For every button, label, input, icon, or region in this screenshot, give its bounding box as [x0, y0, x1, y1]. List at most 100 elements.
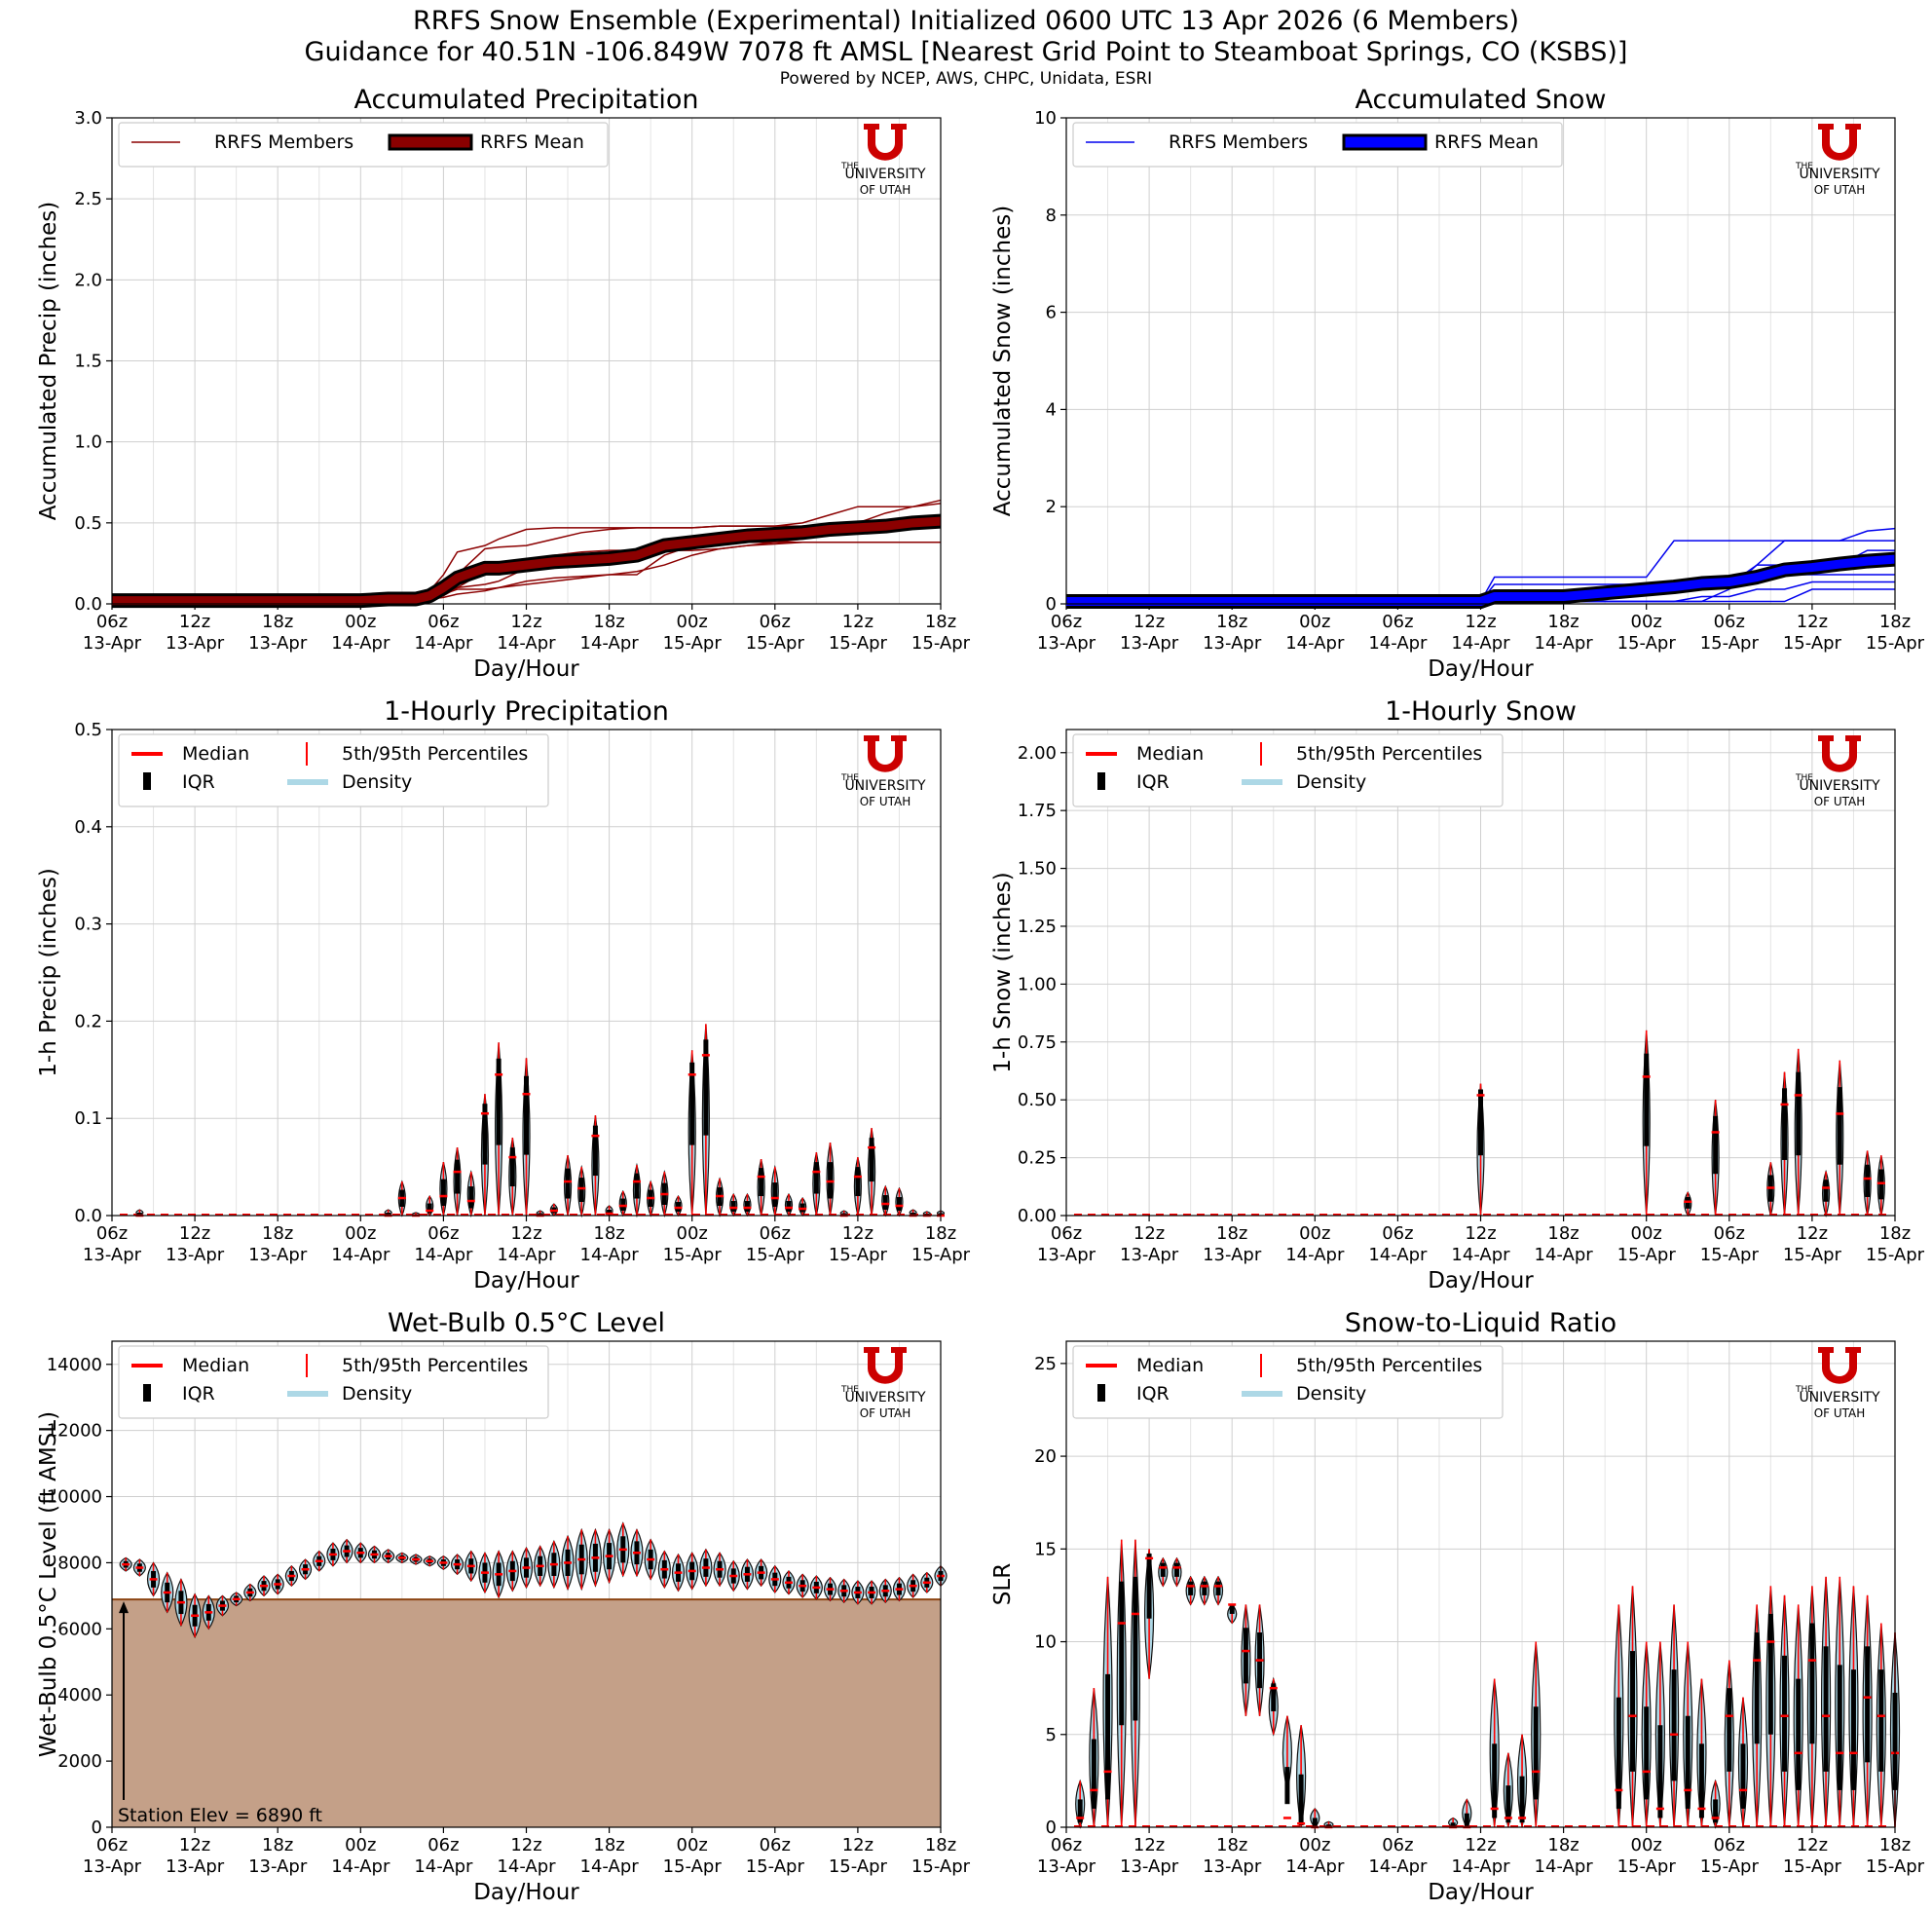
- violin-hour-33: [1516, 1734, 1528, 1828]
- logo-the: THE: [840, 1385, 859, 1395]
- y-tick-label: 0: [92, 1817, 102, 1838]
- x-tick-day: 15-Apr: [829, 1245, 888, 1265]
- violin-hour-55: [867, 1128, 876, 1217]
- x-tick-day: 13-Apr: [1037, 1856, 1096, 1877]
- violin-iqr: [509, 1147, 515, 1187]
- violin-hour-2: [135, 1209, 144, 1218]
- legend-density-label: Density: [342, 771, 412, 793]
- violin-hour-24: [439, 1161, 448, 1217]
- x-tick-hour: 18z: [1879, 1223, 1911, 1244]
- x-tick-hour: 18z: [925, 612, 956, 632]
- violin-hour-13: [1241, 1604, 1251, 1716]
- suptitle-line1: RRFS Snow Ensemble (Experimental) Initia…: [412, 6, 1520, 36]
- violin-iqr: [910, 1213, 916, 1216]
- suptitle-credits: Powered by NCEP, AWS, CHPC, Unidata, ESR…: [779, 69, 1153, 89]
- violin-hour-50: [1752, 1604, 1763, 1828]
- x-tick-day: 13-Apr: [1037, 1245, 1096, 1265]
- violin-hour-43: [1654, 1641, 1665, 1828]
- x-tick-hour: 18z: [262, 612, 293, 632]
- x-tick-day: 15-Apr: [746, 1856, 805, 1877]
- x-tick-day: 14-Apr: [497, 1245, 556, 1265]
- x-tick-day: 15-Apr: [911, 1245, 971, 1265]
- logo-the: THE: [840, 773, 859, 783]
- y-tick-label: 2: [1046, 497, 1057, 517]
- logo-of-utah: OF UTAH: [860, 795, 911, 808]
- violin-hour-3: [146, 1561, 161, 1597]
- x-tick-day: 13-Apr: [1203, 1245, 1262, 1265]
- violin-hour-27: [480, 1094, 490, 1217]
- x-tick-day: 15-Apr: [1783, 1856, 1842, 1877]
- legend-box: [1072, 122, 1563, 168]
- violin-hour-59: [1876, 1623, 1886, 1828]
- x-tick-day: 13-Apr: [166, 1856, 225, 1877]
- violin-hour-47: [1710, 1779, 1721, 1829]
- x-tick-day: 13-Apr: [248, 1856, 308, 1877]
- violin-iqr: [1505, 1785, 1511, 1823]
- chart-panel-2: 024681006z13-Apr12z13-Apr18z13-Apr00z14-…: [990, 85, 1925, 682]
- y-tick-label: 1.75: [1018, 801, 1057, 821]
- violin-hour-42: [1642, 1030, 1651, 1217]
- x-tick-hour: 00z: [1631, 1223, 1662, 1244]
- x-tick-hour: 00z: [345, 612, 376, 632]
- violin-hour-2: [1089, 1688, 1099, 1828]
- utah-u-icon: [1818, 124, 1861, 161]
- x-tick-hour: 00z: [1631, 1835, 1662, 1855]
- chart-title: 1-Hourly Snow: [1385, 696, 1577, 727]
- violin-hour-37: [616, 1521, 630, 1578]
- violin-hour-31: [1489, 1678, 1500, 1828]
- legend-density-label: Density: [342, 1383, 412, 1405]
- violin-iqr: [1298, 1774, 1304, 1826]
- x-tick-hour: 12z: [842, 1835, 873, 1855]
- x-tick-hour: 06z: [1051, 1835, 1082, 1855]
- violin-iqr: [1271, 1683, 1277, 1711]
- violin-hour-57: [892, 1576, 907, 1602]
- violin-hour-21: [395, 1552, 409, 1564]
- violin-hour-9: [1185, 1575, 1196, 1606]
- violin-iqr: [592, 1125, 598, 1177]
- x-tick-hour: 06z: [1051, 1223, 1082, 1244]
- violin-iqr: [1464, 1813, 1469, 1827]
- violin-hour-42: [687, 1050, 696, 1217]
- violin-iqr: [1450, 1822, 1456, 1827]
- violin-iqr: [882, 1195, 888, 1211]
- x-tick-day: 14-Apr: [1285, 1245, 1345, 1265]
- x-tick-hour: 18z: [925, 1223, 956, 1244]
- violin-hour-34: [577, 1164, 586, 1218]
- legend-mean-label: RRFS Mean: [480, 131, 584, 153]
- violin-hour-27: [478, 1552, 492, 1594]
- violin-iqr: [565, 1168, 571, 1199]
- violin-hour-39: [644, 1538, 657, 1581]
- x-tick-day: 15-Apr: [1617, 1856, 1677, 1877]
- x-tick-day: 15-Apr: [663, 1856, 723, 1877]
- x-tick-day: 14-Apr: [1285, 633, 1345, 654]
- y-tick-label: 0.2: [74, 1011, 102, 1031]
- violin-hour-50: [796, 1573, 809, 1598]
- legend-median-label: Median: [1136, 743, 1204, 765]
- x-tick-day: 15-Apr: [1700, 633, 1760, 654]
- y-tick-label: 1.00: [1018, 974, 1057, 994]
- legend-members-label: RRFS Members: [214, 131, 353, 153]
- x-tick-hour: 00z: [1631, 612, 1662, 632]
- legend-iqr-label: IQR: [1136, 771, 1170, 793]
- violin-hour-41: [674, 1194, 683, 1218]
- y-tick-label: 0.5: [74, 513, 102, 534]
- violin-hour-8: [215, 1594, 230, 1617]
- violin-iqr: [1713, 1799, 1719, 1823]
- violin-iqr: [1630, 1651, 1636, 1772]
- x-axis-label: Day/Hour: [473, 1880, 579, 1905]
- violin-hour-44: [1668, 1604, 1680, 1828]
- violin-hour-14: [1254, 1604, 1265, 1716]
- violin-hour-29: [508, 1138, 517, 1217]
- legend: Median IQR 5th/95th Percentiles Density: [1072, 733, 1504, 807]
- violin-iqr: [468, 1186, 474, 1209]
- x-tick-hour: 12z: [1465, 1223, 1496, 1244]
- violin-iqr: [1616, 1697, 1621, 1809]
- logo-university: UNIVERSITY: [844, 167, 926, 182]
- x-tick-day: 14-Apr: [497, 633, 556, 654]
- violin-hour-4: [1116, 1539, 1127, 1828]
- logo-of-utah: OF UTAH: [1814, 795, 1866, 808]
- x-tick-hour: 06z: [96, 1835, 128, 1855]
- x-tick-hour: 18z: [262, 1835, 293, 1855]
- violin-iqr: [386, 1213, 391, 1216]
